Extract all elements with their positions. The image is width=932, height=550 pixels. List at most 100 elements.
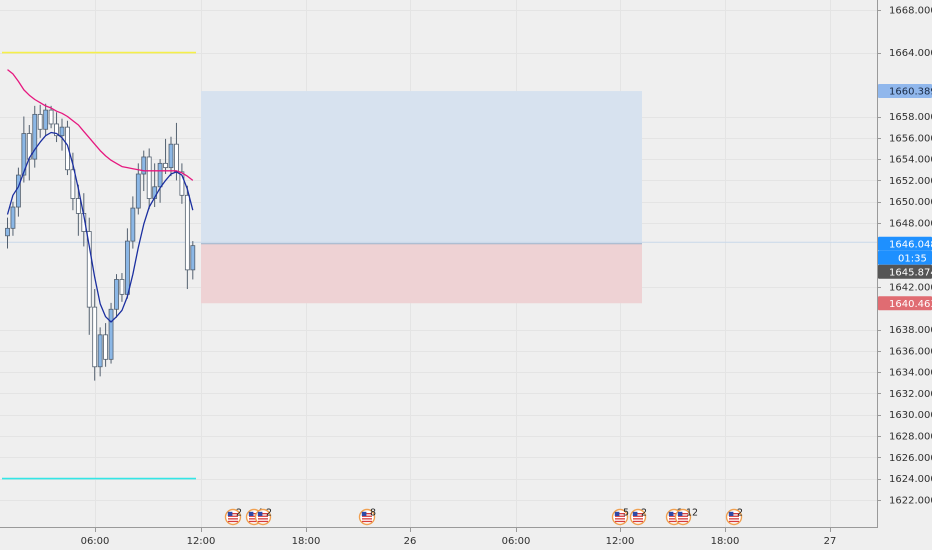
price-tick-label: 1628.000 xyxy=(889,432,932,443)
candle-down[interactable] xyxy=(65,126,70,171)
time-label: 18:00 xyxy=(711,536,740,547)
us-flag-icon xyxy=(611,508,629,526)
candle-up[interactable] xyxy=(21,133,27,176)
candle-up[interactable] xyxy=(141,156,147,175)
current-price-tag xyxy=(878,236,932,251)
moving-averages xyxy=(6,69,194,323)
last-price-tag-label: 1645.874 xyxy=(889,267,932,278)
price-tick-label: 1626.000 xyxy=(889,453,932,464)
time-axis[interactable]: 06:00 12:00 18:00 26 06:00 12:00 18:00 27 xyxy=(81,528,837,547)
moving-average-slow xyxy=(7,69,194,181)
price-tick-label: 1622.000 xyxy=(889,495,932,506)
time-label: 06:00 xyxy=(81,536,110,547)
candle-up[interactable] xyxy=(135,173,141,209)
candle-down[interactable] xyxy=(37,113,43,130)
event-marker[interactable]: 12 xyxy=(674,508,699,526)
us-flag-icon xyxy=(254,508,272,526)
price-tick-label: 1648.000 xyxy=(889,219,932,230)
event-count: 2 xyxy=(641,508,647,519)
us-flag-icon xyxy=(674,508,692,526)
price-tick-label: 1654.000 xyxy=(889,155,932,166)
event-marker[interactable]: 2 xyxy=(629,508,648,526)
candles[interactable] xyxy=(5,103,196,381)
candle-up[interactable] xyxy=(10,206,16,229)
event-count: 2 xyxy=(266,508,272,519)
price-tick-label: 1632.000 xyxy=(889,389,932,400)
time-label: 18:00 xyxy=(292,536,321,547)
candle-down[interactable] xyxy=(103,334,108,360)
price-tags: 1660.389 1646.048 01:35 1645.874 1640.463 xyxy=(878,84,932,311)
us-flag-icon xyxy=(725,508,743,526)
time-label: 06:00 xyxy=(502,536,531,547)
position-zones xyxy=(0,91,877,304)
candle-up[interactable] xyxy=(97,334,103,368)
candle-up[interactable] xyxy=(5,227,10,237)
price-axis[interactable]: 1668.000 1664.000 1658.000 1656.000 1654.000… xyxy=(877,6,932,507)
event-marker[interactable]: 2 xyxy=(254,508,273,526)
price-tick-label: 1636.000 xyxy=(889,346,932,357)
time-label: 12:00 xyxy=(606,536,635,547)
candle-up[interactable] xyxy=(59,126,65,137)
price-tick-label: 1668.000 xyxy=(889,6,932,17)
price-tick-label: 1634.000 xyxy=(889,368,932,379)
event-count: 2 xyxy=(737,508,743,519)
candle-down[interactable] xyxy=(179,171,185,196)
stop-price-tag xyxy=(878,296,932,311)
candle-down[interactable] xyxy=(174,143,179,173)
candle-up[interactable] xyxy=(130,207,136,242)
candle-down[interactable] xyxy=(163,162,168,169)
last-price-tag xyxy=(878,264,932,279)
time-label: 26 xyxy=(404,536,417,547)
time-label: 27 xyxy=(824,536,837,547)
candle-up[interactable] xyxy=(15,174,21,208)
candle-up[interactable] xyxy=(32,113,38,160)
time-label: 12:00 xyxy=(187,536,216,547)
target-zone xyxy=(201,91,642,244)
candle-down[interactable] xyxy=(86,231,92,308)
target-price-tag-label: 1660.389 xyxy=(889,87,932,98)
horizontal-levels xyxy=(2,51,196,480)
price-tick-label: 1624.000 xyxy=(889,474,932,485)
countdown-tag-label: 01:35 xyxy=(898,253,927,264)
event-count: 2 xyxy=(236,508,242,519)
candle-down[interactable] xyxy=(75,198,81,214)
price-tick-label: 1652.000 xyxy=(889,176,932,187)
candle-down[interactable] xyxy=(146,156,152,199)
economic-events[interactable]: 2428522122 xyxy=(224,508,744,526)
event-marker[interactable]: 2 xyxy=(725,508,744,526)
stop-price-tag-label: 1640.463 xyxy=(889,299,932,310)
candle-down[interactable] xyxy=(48,109,54,125)
price-tick-label: 1650.000 xyxy=(889,197,932,208)
candle-up[interactable] xyxy=(168,143,174,169)
candle-up[interactable] xyxy=(157,162,163,188)
event-marker[interactable]: 8 xyxy=(358,508,377,526)
price-tick-label: 1656.000 xyxy=(889,133,932,144)
price-tick-label: 1664.000 xyxy=(889,48,932,59)
stop-zone xyxy=(201,243,642,304)
candle-down[interactable] xyxy=(70,169,76,199)
price-tick-label: 1642.000 xyxy=(889,282,932,293)
price-tick-label: 1658.000 xyxy=(889,112,932,123)
price-tick-label: 1638.000 xyxy=(889,325,932,336)
candle-up[interactable] xyxy=(125,240,130,295)
candle-up[interactable] xyxy=(190,245,196,271)
event-marker[interactable]: 2 xyxy=(224,508,243,526)
us-flag-icon xyxy=(629,508,647,526)
event-marker[interactable]: 5 xyxy=(611,508,630,526)
event-count: 12 xyxy=(686,508,698,519)
candle-down[interactable] xyxy=(119,279,125,295)
event-count: 5 xyxy=(623,508,629,519)
candle-down[interactable] xyxy=(92,306,98,368)
target-price-tag xyxy=(878,84,932,99)
countdown-tag xyxy=(878,250,932,265)
candle-up[interactable] xyxy=(108,308,114,360)
current-price-tag-label: 1646.048 xyxy=(889,239,932,250)
candle-up[interactable] xyxy=(114,279,119,310)
candle-up[interactable] xyxy=(43,109,49,130)
candle-down[interactable] xyxy=(54,123,59,137)
moving-average-fast xyxy=(6,131,194,323)
us-flag-icon xyxy=(358,508,376,526)
candle-down[interactable] xyxy=(184,194,190,271)
us-flag-icon xyxy=(224,508,242,526)
